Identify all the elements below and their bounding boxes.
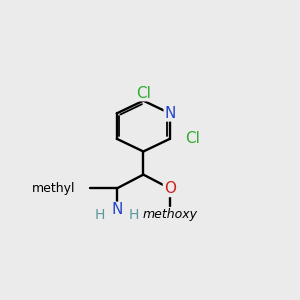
Text: Cl: Cl [185, 131, 200, 146]
Text: O: O [164, 181, 176, 196]
Text: Cl: Cl [136, 86, 151, 101]
Text: methoxy: methoxy [142, 208, 197, 221]
Text: N: N [111, 202, 122, 217]
Text: H: H [95, 208, 105, 222]
Text: H: H [128, 208, 139, 222]
Text: N: N [164, 106, 176, 121]
Text: methyl: methyl [32, 182, 75, 195]
